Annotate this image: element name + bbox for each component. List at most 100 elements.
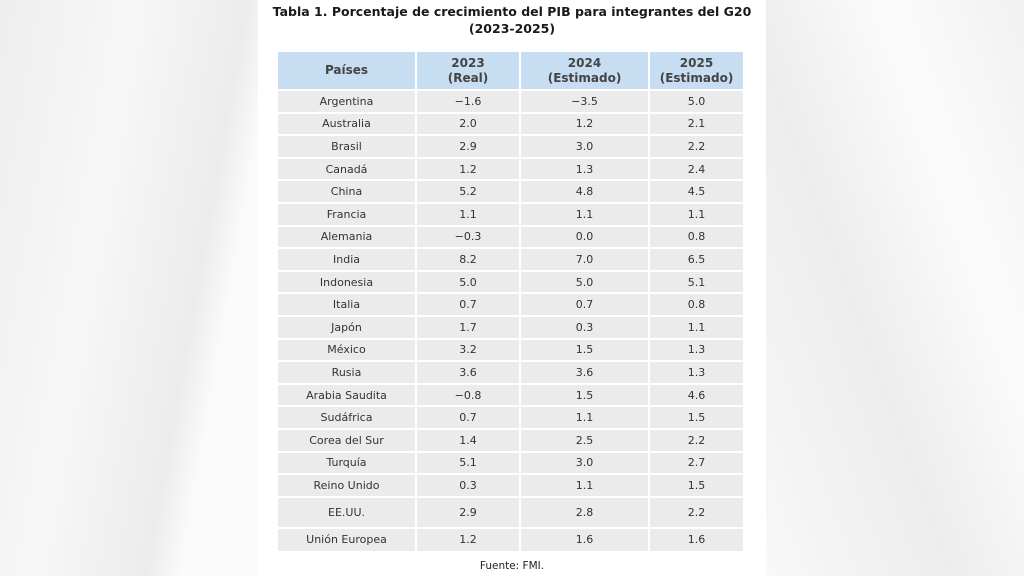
country-cell: Sudáfrica [278,405,417,429]
value-2023-cell: 2.9 [416,134,521,158]
value-2023-cell: 0.3 [416,473,521,497]
value-2025-cell: 1.6 [649,526,743,551]
table-row: Corea del Sur 1.4 2.5 2.2 [278,427,743,452]
table-row: Canadá 1.2 1.3 2.4 [278,156,743,181]
value-2023-cell: 5.1 [416,450,521,475]
value-2025-cell: 2.1 [649,111,743,136]
value-2025-cell: 4.5 [649,179,743,203]
value-2025-cell: 6.5 [649,247,743,271]
value-2024-cell: 2.8 [520,495,650,528]
value-2024-cell: 1.5 [520,337,650,362]
table-row: Rusia 3.6 3.6 1.3 [278,360,743,384]
value-2024-cell: 1.3 [520,156,650,181]
value-2023-cell: 2.0 [416,111,521,136]
table-row: Turquía 5.1 3.0 2.7 [278,450,743,475]
table-row: EE.UU. 2.9 2.8 2.2 [278,495,743,528]
table-title: Tabla 1. Porcentaje de crecimiento del P… [258,3,766,37]
value-2024-cell: 5.0 [520,269,650,294]
country-cell: Indonesia [278,269,417,294]
country-cell: Australia [278,111,417,136]
table-row: Indonesia 5.0 5.0 5.1 [278,269,743,294]
table-row: Italia 0.7 0.7 0.8 [278,292,743,316]
table-row: Alemania −0.3 0.0 0.8 [278,224,743,249]
value-2024-cell: 4.8 [520,179,650,203]
country-cell: EE.UU. [278,495,417,528]
value-2024-cell: 1.6 [520,526,650,551]
table-row: México 3.2 1.5 1.3 [278,337,743,362]
header-sublabel: (Real) [447,70,489,85]
header-label: 2023 [451,55,485,70]
country-cell: México [278,337,417,362]
table-row: China 5.2 4.8 4.5 [278,179,743,203]
header-2024: 2024 (Estimado) [520,52,650,90]
value-2025-cell: 2.7 [649,450,743,475]
value-2024-cell: 2.5 [520,427,650,452]
value-2024-cell: 0.7 [520,292,650,316]
country-cell: Italia [278,292,417,316]
country-cell: Rusia [278,360,417,384]
value-2023-cell: 1.7 [416,314,521,339]
value-2024-cell: 7.0 [520,247,650,271]
value-2023-cell: 5.2 [416,179,521,203]
value-2023-cell: 1.2 [416,526,521,551]
document-panel: Tabla 1. Porcentaje de crecimiento del P… [258,0,766,576]
value-2025-cell: 0.8 [649,224,743,249]
header-row: Países 2023 (Real) 2024 (Estimado) 2025 (Estim… [278,52,743,90]
header-sublabel: (Estimado) [547,70,622,85]
value-2025-cell: 0.8 [649,292,743,316]
gdp-growth-table: Países 2023 (Real) 2024 (Estimado) 2025 (Estim… [278,52,743,551]
value-2025-cell: 5.0 [649,89,743,113]
country-cell: China [278,179,417,203]
value-2025-cell: 1.1 [649,201,743,226]
background-right [766,0,1024,576]
value-2025-cell: 2.2 [649,134,743,158]
value-2023-cell: 8.2 [416,247,521,271]
value-2025-cell: 2.4 [649,156,743,181]
value-2023-cell: 2.9 [416,495,521,528]
header-2025: 2025 (Estimado) [649,52,743,90]
value-2024-cell: 1.2 [520,111,650,136]
value-2025-cell: 1.3 [649,337,743,362]
header-label: 2025 [679,55,714,70]
table-row: Brasil 2.9 3.0 2.2 [278,134,743,158]
header-2023: 2023 (Real) [416,52,521,90]
value-2025-cell: 1.5 [649,405,743,429]
table-row: Australia 2.0 1.2 2.1 [278,111,743,136]
value-2023-cell: −1.6 [416,89,521,113]
value-2023-cell: 0.7 [416,292,521,316]
table-row: Argentina −1.6 −3.5 5.0 [278,89,743,113]
source-note: Fuente: FMI. [479,560,545,572]
table-row: Arabia Saudita −0.8 1.5 4.6 [278,382,743,407]
value-2023-cell: 1.4 [416,427,521,452]
country-cell: Turquía [278,450,417,475]
header-label: 2024 [567,55,602,70]
country-cell: Corea del Sur [278,427,417,452]
value-2024-cell: 1.1 [520,473,650,497]
value-2023-cell: −0.3 [416,224,521,249]
header-countries: Países [278,52,417,90]
value-2024-cell: 0.0 [520,224,650,249]
value-2024-cell: 1.1 [520,201,650,226]
value-2024-cell: 3.0 [520,450,650,475]
value-2025-cell: 1.3 [649,360,743,384]
title-line-2: (2023-2025) [468,21,556,36]
header-label: Países [324,63,369,77]
country-cell: Argentina [278,89,417,113]
table-row: Reino Unido 0.3 1.1 1.5 [278,473,743,497]
value-2024-cell: 0.3 [520,314,650,339]
table-row: Francia 1.1 1.1 1.1 [278,201,743,226]
table-row: Unión Europea 1.2 1.6 1.6 [278,526,743,551]
country-cell: Unión Europea [278,526,417,551]
value-2024-cell: 1.5 [520,382,650,407]
country-cell: Reino Unido [278,473,417,497]
table-row: India 8.2 7.0 6.5 [278,247,743,271]
value-2024-cell: 3.0 [520,134,650,158]
country-cell: India [278,247,417,271]
table-row: Japón 1.7 0.3 1.1 [278,314,743,339]
country-cell: Canadá [278,156,417,181]
country-cell: Brasil [278,134,417,158]
value-2024-cell: 1.1 [520,405,650,429]
value-2023-cell: 1.1 [416,201,521,226]
value-2023-cell: 3.6 [416,360,521,384]
value-2024-cell: −3.5 [520,89,650,113]
